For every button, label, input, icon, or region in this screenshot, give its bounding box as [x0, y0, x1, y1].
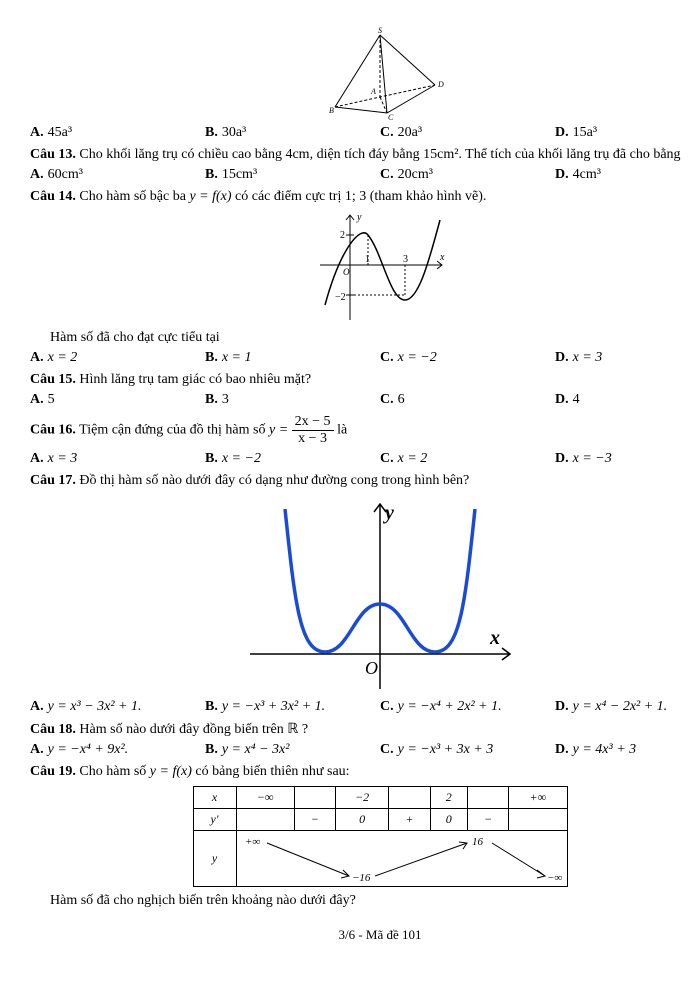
q18-opt-b: B.y = x⁴ − 3x² — [205, 742, 380, 758]
q19-label: Câu 19. — [30, 764, 76, 779]
svg-text:2: 2 — [340, 230, 345, 241]
q18-options: A.y = −x⁴ + 9x². B.y = x⁴ − 3x² C.y = −x… — [30, 742, 700, 758]
q13-opt-d: D.4cm³ — [555, 167, 700, 183]
var-x-row: x −∞ −2 2 +∞ — [193, 787, 567, 809]
q17-opt-a: A.y = x³ − 3x² + 1. — [30, 699, 205, 715]
quartic-svg: y x O — [240, 494, 520, 694]
q18-opt-d: D.y = 4x³ + 3 — [555, 742, 700, 758]
var-y-row: y +∞ 16 −16 −∞ — [193, 831, 567, 887]
q16-opt-c: C.x = 2 — [380, 451, 555, 467]
q14-opt-c: C.x = −2 — [380, 350, 555, 366]
q13-options: A.60cm³ B.15cm³ C.20cm³ D.4cm³ — [30, 167, 700, 183]
svg-text:−∞: −∞ — [547, 872, 562, 884]
svg-text:O: O — [365, 658, 378, 678]
q19: Câu 19. Cho hàm số y = f(x) có bảng biến… — [30, 764, 700, 780]
q17-opt-d: D.y = x⁴ − 2x² + 1. — [555, 699, 700, 715]
svg-text:B: B — [329, 106, 334, 115]
svg-text:x: x — [439, 252, 445, 263]
pyramid-figure: S A B C D — [30, 25, 700, 120]
quartic-figure: y x O — [30, 494, 700, 694]
q14-opt-b: B.x = 1 — [205, 350, 380, 366]
q13-opt-b: B.15cm³ — [205, 167, 380, 183]
q16-options: A.x = 3 B.x = −2 C.x = 2 D.x = −3 — [30, 451, 700, 467]
svg-text:A: A — [370, 87, 376, 96]
q17-options: A.y = x³ − 3x² + 1. B.y = −x³ + 3x² + 1.… — [30, 699, 700, 715]
q14-opt-d: D.x = 3 — [555, 350, 700, 366]
q17-label: Câu 17. — [30, 473, 76, 488]
q15-opt-c: C.6 — [380, 392, 555, 408]
q13-label: Câu 13. — [30, 147, 76, 162]
svg-text:D: D — [437, 80, 444, 89]
cubic-svg: 2 −2 1 3 O y x — [310, 210, 450, 325]
q18-opt-a: A.y = −x⁴ + 9x². — [30, 742, 205, 758]
q17-opt-c: C.y = −x⁴ + 2x² + 1. — [380, 699, 555, 715]
q13-opt-c: C.20cm³ — [380, 167, 555, 183]
q15-options: A.5 B.3 C.6 D.4 — [30, 392, 700, 408]
q12-opt-a: A.45a³ — [30, 125, 205, 141]
q16-opt-a: A.x = 3 — [30, 451, 205, 467]
q17-opt-b: B.y = −x³ + 3x² + 1. — [205, 699, 380, 715]
svg-text:−2: −2 — [335, 292, 346, 303]
svg-text:3: 3 — [403, 254, 408, 265]
q12-opt-b: B.30a³ — [205, 125, 380, 141]
q18: Câu 18. Hàm số nào dưới đây đồng biến tr… — [30, 721, 700, 738]
pyramid-svg: S A B C D — [315, 25, 445, 120]
var-yp-row: y′ − 0 + 0 − — [193, 809, 567, 831]
q12-options: A.45a³ B.30a³ C.20a³ D.15a³ — [30, 125, 700, 141]
svg-text:C: C — [388, 113, 394, 120]
q14-options: A.x = 2 B.x = 1 C.x = −2 D.x = 3 — [30, 350, 700, 366]
q15-opt-b: B.3 — [205, 392, 380, 408]
cubic-figure: 2 −2 1 3 O y x — [30, 210, 700, 325]
svg-text:S: S — [378, 26, 382, 35]
svg-text:O: O — [343, 267, 350, 277]
q15-label: Câu 15. — [30, 372, 76, 387]
page-footer: 3/6 - Mã đề 101 — [30, 927, 700, 943]
q18-label: Câu 18. — [30, 722, 76, 737]
q15-opt-a: A.5 — [30, 392, 205, 408]
q15-opt-d: D.4 — [555, 392, 700, 408]
variation-table: x −∞ −2 2 +∞ y′ − 0 + 0 − y +∞ 16 — [30, 786, 700, 887]
q12-opt-c: C.20a³ — [380, 125, 555, 141]
svg-text:x: x — [489, 627, 500, 649]
q13: Câu 13. Cho khối lăng trụ có chiều cao b… — [30, 147, 700, 163]
svg-text:1: 1 — [365, 254, 370, 265]
svg-text:+∞: +∞ — [245, 836, 260, 848]
svg-text:16: 16 — [472, 836, 484, 848]
q15: Câu 15. Hình lăng trụ tam giác có bao nh… — [30, 372, 700, 388]
q14-subtext: Hàm số đã cho đạt cực tiểu tại — [50, 330, 700, 346]
svg-text:−16: −16 — [352, 872, 371, 884]
q13-opt-a: A.60cm³ — [30, 167, 205, 183]
q18-opt-c: C.y = −x³ + 3x + 3 — [380, 742, 555, 758]
q14: Câu 14. Cho hàm số bậc ba y = f(x) có cá… — [30, 189, 700, 205]
q12-opt-d: D.15a³ — [555, 125, 700, 141]
q17: Câu 17. Đồ thị hàm số nào dưới đây có dạ… — [30, 473, 700, 489]
q19-subtext: Hàm số đã cho nghịch biến trên khoảng nà… — [50, 893, 700, 909]
q16-label: Câu 16. — [30, 423, 76, 438]
q14-opt-a: A.x = 2 — [30, 350, 205, 366]
svg-text:y: y — [383, 502, 394, 524]
q16-opt-d: D.x = −3 — [555, 451, 700, 467]
q14-label: Câu 14. — [30, 189, 76, 204]
q16-opt-b: B.x = −2 — [205, 451, 380, 467]
q16: Câu 16. Tiệm cận đứng của đồ thị hàm số … — [30, 414, 700, 447]
svg-text:y: y — [356, 212, 362, 223]
